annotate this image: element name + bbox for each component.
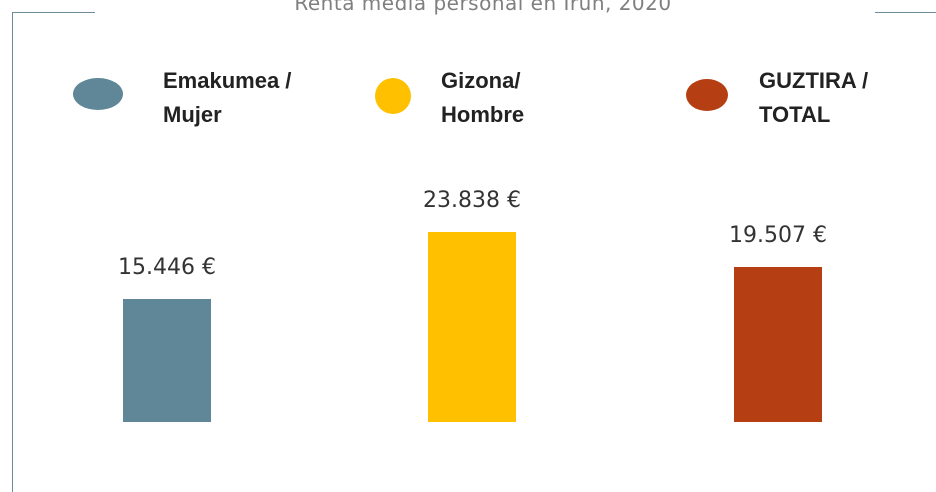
frame-line bbox=[12, 12, 13, 492]
legend-label: GUZTIRA / TOTAL bbox=[759, 68, 869, 127]
chart-title: Renta media personal en Irun, 2020 bbox=[294, 0, 672, 15]
legend-label: Gizona/ Hombre bbox=[441, 68, 525, 127]
value-label: 15.446 € bbox=[118, 254, 216, 280]
bar bbox=[428, 232, 516, 422]
legend-marker bbox=[73, 78, 123, 110]
value-label: 19.507 € bbox=[729, 222, 827, 248]
frame-line bbox=[875, 12, 936, 13]
bar bbox=[734, 266, 822, 422]
legend-marker bbox=[686, 79, 728, 111]
legend-marker bbox=[375, 78, 411, 114]
frame-line bbox=[12, 12, 95, 13]
legend-label: Emakumea / Mujer bbox=[163, 68, 292, 127]
bar bbox=[123, 298, 211, 422]
value-label: 23.838 € bbox=[423, 188, 521, 213]
